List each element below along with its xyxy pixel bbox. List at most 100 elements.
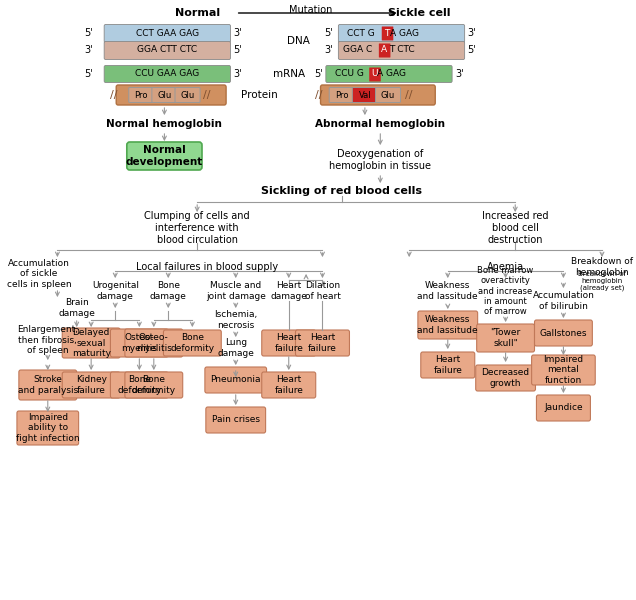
Text: Glu: Glu [181,91,195,100]
Text: Enlargement,
then fibrosis,
of spleen: Enlargement, then fibrosis, of spleen [17,325,78,355]
FancyBboxPatch shape [262,330,315,356]
Text: Glu: Glu [157,91,172,100]
Text: Heart
damage: Heart damage [270,281,307,301]
Text: Stroke
and paralysis: Stroke and paralysis [18,376,78,395]
Text: Abnormal hemoglobin: Abnormal hemoglobin [315,119,445,129]
Text: Weakness
and lassitude: Weakness and lassitude [417,281,478,301]
FancyBboxPatch shape [296,330,349,356]
FancyBboxPatch shape [321,85,435,105]
Text: 3': 3' [233,69,242,79]
FancyBboxPatch shape [17,411,79,445]
Text: Pro: Pro [135,91,148,100]
Text: GGA C: GGA C [343,46,372,55]
Text: 3': 3' [84,45,93,55]
Text: Kidney
failure: Kidney failure [76,376,107,395]
FancyBboxPatch shape [536,395,590,421]
Text: 3': 3' [467,28,476,38]
FancyBboxPatch shape [532,355,595,385]
Text: Impaired
ability to
fight infection: Impaired ability to fight infection [16,413,80,443]
Text: Bone marrow
overactivity
and increase
in amount
of marrow: Bone marrow overactivity and increase in… [478,266,534,316]
FancyBboxPatch shape [116,85,226,105]
Text: Glu: Glu [381,91,395,100]
Text: Normal hemoglobin: Normal hemoglobin [106,119,223,129]
Text: Protein: Protein [242,90,278,100]
Text: 5': 5' [314,69,323,79]
Text: Mutation: Mutation [289,5,333,15]
Text: Accumulation
of bilirubin: Accumulation of bilirubin [532,291,595,311]
FancyBboxPatch shape [19,370,77,400]
Text: 3': 3' [324,45,333,55]
FancyBboxPatch shape [111,329,169,357]
FancyBboxPatch shape [370,67,381,82]
Text: Pain crises: Pain crises [212,415,259,425]
Text: Pneumonia: Pneumonia [211,376,261,385]
FancyBboxPatch shape [326,65,452,82]
Text: Clumping of cells and
interference with
blood circulation: Clumping of cells and interference with … [144,211,250,245]
Text: Muscle and
joint damage: Muscle and joint damage [206,281,266,301]
Text: Urogenital
damage: Urogenital damage [92,281,139,301]
Text: CCU GAA GAG: CCU GAA GAG [135,70,200,79]
Text: //: // [406,90,413,100]
Text: Lung
damage: Lung damage [218,338,254,358]
Text: CCT GAA GAG: CCT GAA GAG [135,28,199,37]
Text: 3': 3' [455,69,464,79]
Text: Deoxygenation of
hemoglobin in tissue: Deoxygenation of hemoglobin in tissue [329,149,431,171]
Text: 5': 5' [467,45,476,55]
FancyBboxPatch shape [62,328,120,358]
FancyBboxPatch shape [128,88,154,103]
Text: Sickle cell: Sickle cell [387,8,450,18]
Text: Heart
failure: Heart failure [308,334,337,353]
Text: A: A [381,46,387,55]
FancyBboxPatch shape [418,311,478,339]
Text: Delayed
sexual
maturity: Delayed sexual maturity [72,328,111,358]
Text: //: // [203,90,211,100]
FancyBboxPatch shape [205,367,266,393]
Text: Pro: Pro [335,91,349,100]
Text: Normal: Normal [175,8,220,18]
Text: Bone
deformity: Bone deformity [132,376,176,395]
Text: Heart
failure: Heart failure [433,355,462,374]
FancyBboxPatch shape [534,320,592,346]
Text: //: // [315,90,322,100]
FancyBboxPatch shape [379,43,391,58]
Text: Increased red
blood cell
destruction: Increased red blood cell destruction [482,211,548,245]
FancyBboxPatch shape [104,41,230,59]
Text: A GAG: A GAG [377,70,406,79]
Text: Bone
damage: Bone damage [150,281,187,301]
FancyBboxPatch shape [104,65,230,82]
FancyBboxPatch shape [175,88,200,103]
Text: Local failures in blood supply: Local failures in blood supply [135,262,278,272]
FancyBboxPatch shape [476,365,536,391]
Text: A GAG: A GAG [390,28,419,37]
Text: 5': 5' [84,28,93,38]
Text: Ischemia,
necrosis: Ischemia, necrosis [214,310,258,329]
FancyBboxPatch shape [477,324,534,352]
Text: Jaundice: Jaundice [544,403,583,413]
Text: Brain
damage: Brain damage [59,298,95,318]
FancyBboxPatch shape [62,372,120,398]
Text: Gallstones: Gallstones [540,329,587,337]
Text: Accumulation
of sickle
cells in spleen: Accumulation of sickle cells in spleen [7,259,71,289]
FancyBboxPatch shape [375,88,401,103]
FancyBboxPatch shape [338,41,465,59]
Text: GGA CTT CTC: GGA CTT CTC [137,46,197,55]
FancyBboxPatch shape [262,372,315,398]
Text: Osteo-
myelitis: Osteo- myelitis [136,334,172,353]
Text: Val: Val [359,91,371,100]
Text: CCT G: CCT G [347,28,375,37]
Text: CCU G: CCU G [335,70,364,79]
Text: Decreased
growth: Decreased growth [481,368,530,388]
Text: Heart
failure: Heart failure [274,334,303,353]
FancyBboxPatch shape [338,25,465,43]
Text: 3': 3' [233,28,242,38]
FancyBboxPatch shape [329,88,354,103]
Text: Weakness
and lassitude: Weakness and lassitude [417,316,478,335]
FancyBboxPatch shape [152,88,177,103]
Text: DNA: DNA [287,36,310,46]
Text: 5': 5' [324,28,333,38]
Text: //: // [109,90,117,100]
Text: Dilation
of heart: Dilation of heart [305,281,340,301]
Text: Normal
development: Normal development [126,145,203,167]
Text: T: T [384,28,390,37]
Text: T CTC: T CTC [389,46,414,55]
